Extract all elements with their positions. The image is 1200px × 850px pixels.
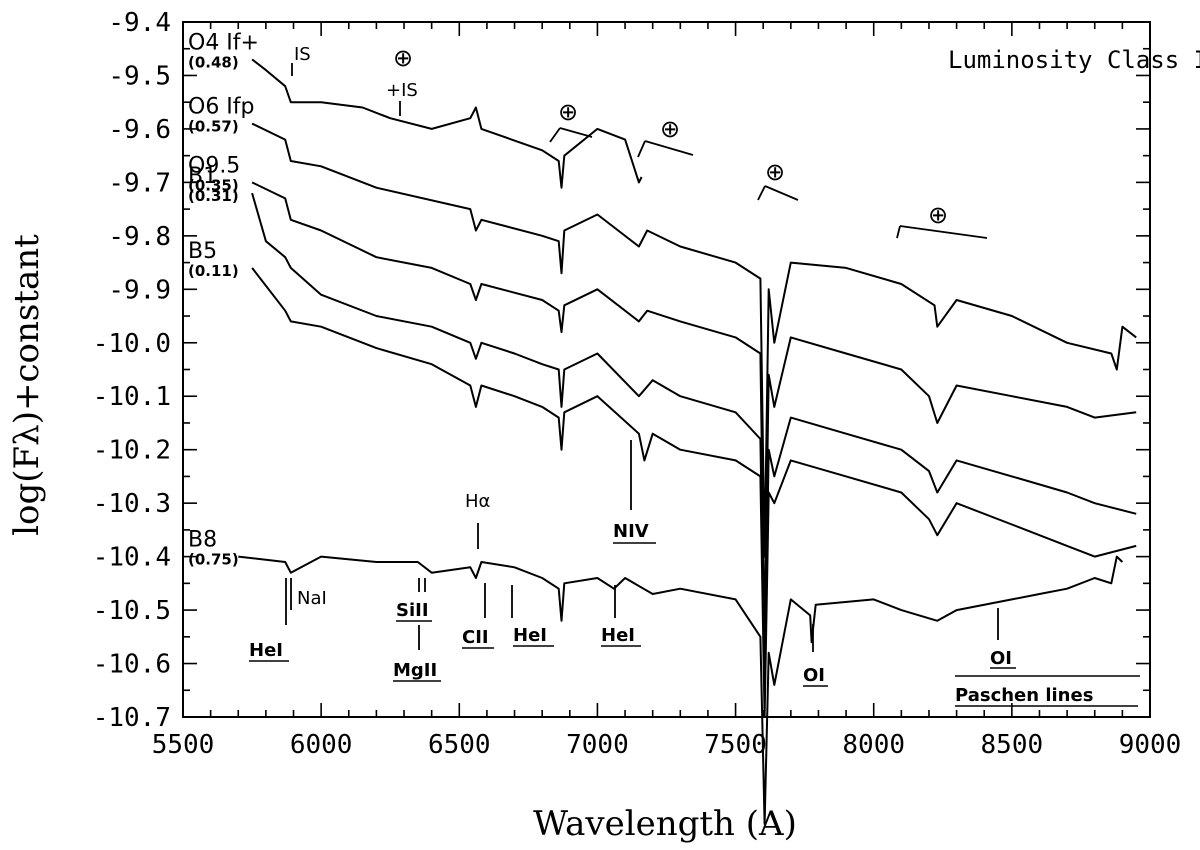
series-name-b8: B8 — [188, 528, 217, 553]
telluric-band-1-tick — [549, 127, 561, 143]
x-tick-label: 7500 — [704, 730, 767, 760]
oi-label-2: OI — [990, 648, 1012, 669]
spectrum-line-o4-if — [251, 58, 643, 189]
x-tick-label: 5500 — [152, 730, 215, 760]
y-tick-label: -9.8 — [108, 222, 171, 252]
is-label: IS — [294, 44, 311, 65]
spectra-series — [238, 58, 1137, 825]
telluric-band-3 — [764, 185, 799, 201]
earth-is-label: +IS — [386, 80, 418, 101]
nai-label: NaI — [297, 588, 327, 609]
series-reddening-b5: (0.11) — [188, 262, 239, 280]
paschen-label: Paschen lines — [955, 685, 1093, 706]
y-tick-label: -10.2 — [93, 436, 171, 466]
spectrum-line-o9-5 — [251, 181, 1137, 638]
cii-label: CII — [462, 627, 489, 648]
series-name-o4-if: O4 If+ — [188, 30, 259, 55]
y-tick-label: -9.5 — [108, 61, 171, 91]
y-axis: -9.4 -9.5 -9.6 -9.7 -9.8 -9.9 -10.0 -10.1 -10.2 -… — [93, 8, 1150, 733]
series-name-b5: B5 — [188, 239, 217, 264]
x-tick-label: 7000 — [566, 730, 629, 760]
y-tick-label: -10.1 — [93, 382, 171, 412]
halpha-label: Hα — [465, 491, 490, 512]
x-tick-label: 6500 — [428, 730, 491, 760]
y-tick-label: -9.7 — [108, 168, 171, 198]
telluric-symbol-3: ⊕ — [660, 115, 680, 143]
telluric-band-3-tick — [757, 185, 766, 201]
x-tick-label: 8500 — [981, 730, 1044, 760]
series-name-o9-5: O9.5 — [188, 153, 240, 178]
telluric-symbol-1: ⊕ — [393, 44, 413, 72]
hei-label-1: HeI — [249, 640, 283, 661]
series-reddening-b1: (0.31) — [188, 187, 239, 205]
niv-label: NIV — [613, 521, 649, 542]
telluric-band-4 — [899, 225, 988, 239]
y-tick-label: -9.6 — [108, 115, 171, 145]
series-reddening-b8: (0.75) — [188, 551, 239, 569]
x-tick-label: 6000 — [290, 730, 353, 760]
siii-label: SiII — [396, 600, 429, 621]
series-reddening-o6-ifp: (0.57) — [188, 118, 239, 136]
annotations: IS ⊕ +IS ⊕ ⊕ ⊕ ⊕ Hα NIV NaI HeI SiII — [249, 44, 1140, 707]
y-tick-label: -10.5 — [93, 596, 171, 626]
series-name-b1: B1 — [188, 164, 217, 189]
telluric-band-4-tick — [896, 225, 901, 239]
y-tick-label: -10.3 — [93, 489, 171, 519]
series-name-o6-ifp: O6 Ifp — [188, 95, 255, 120]
x-tick-label: 8000 — [842, 730, 905, 760]
hei-label-2: HeI — [513, 625, 547, 646]
spectrum-line-b5 — [251, 267, 1137, 718]
telluric-symbol-4: ⊕ — [765, 158, 785, 186]
y-tick-label: -9.9 — [108, 275, 171, 305]
telluric-band-2-tick — [637, 140, 646, 158]
telluric-symbol-2: ⊕ — [558, 98, 578, 126]
telluric-band-2 — [644, 140, 694, 156]
mgii-label: MgII — [393, 660, 437, 681]
y-tick-label: -10.0 — [93, 329, 171, 359]
spectrum-line-b8 — [238, 555, 1124, 825]
y-tick-label: -10.4 — [93, 543, 171, 573]
telluric-symbol-5: ⊕ — [928, 201, 948, 229]
y-tick-label: -10.7 — [93, 703, 171, 733]
x-axis: 5500 6000 6500 7000 7500 8000 8500 9000 — [152, 22, 1182, 760]
series-reddening-o9-5: (0.35) — [188, 176, 239, 194]
oi-label-1: OI — [803, 665, 825, 686]
x-axis-label: Wavelength (A) — [533, 804, 797, 844]
x-tick-label: 9000 — [1119, 730, 1182, 760]
spectrum-line-o6-ifp — [251, 122, 1137, 558]
series-labels: O4 If+(0.48) O6 Ifp(0.57) O9.5(0.35)B1(0.3… — [188, 30, 259, 568]
y-tick-label: -10.6 — [93, 650, 171, 680]
spectrum-line-b1 — [251, 192, 1137, 692]
chart-title: Luminosity Class Ib — [948, 46, 1200, 74]
series-reddening-o4-if: (0.48) — [188, 53, 239, 71]
telluric-band-1 — [559, 127, 593, 138]
y-tick-label: -9.4 — [108, 8, 171, 38]
hei-label-3: HeI — [601, 625, 635, 646]
y-axis-label: log(Fλ)+constant — [7, 234, 47, 536]
